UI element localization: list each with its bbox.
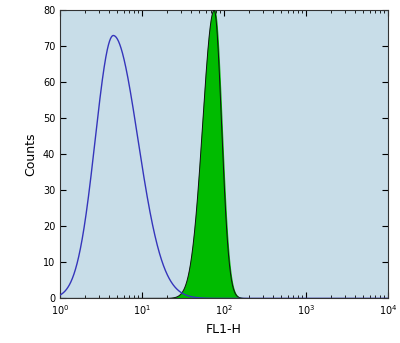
Y-axis label: Counts: Counts	[24, 133, 37, 176]
X-axis label: FL1-H: FL1-H	[206, 323, 242, 336]
